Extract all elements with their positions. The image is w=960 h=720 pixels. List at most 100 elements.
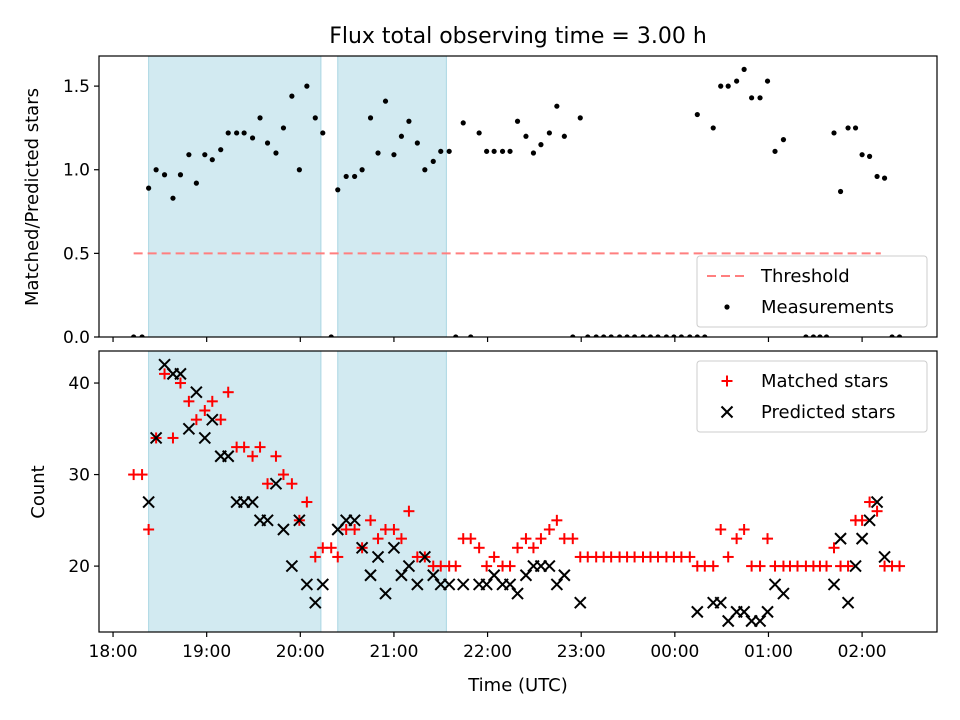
predicted-star-point-49-d2	[550, 578, 564, 591]
predicted-star-point-49	[550, 578, 564, 591]
plot-layer: 0.0 0.5 1.0 1.5 Threshold Measurements 20 30 40 1…	[63, 55, 938, 662]
matched-star-point-99	[894, 560, 906, 572]
matched-star-point-34	[395, 533, 407, 545]
predicted-star-point-43-d2	[503, 578, 517, 591]
measurement-point-20	[289, 93, 295, 99]
predicted-star-point-2-d2	[158, 358, 171, 371]
predicted-star-point-7-d2	[198, 431, 212, 445]
x-axis-label: Time (UTC)	[467, 675, 568, 696]
measurement-point-78	[734, 78, 740, 84]
measurement-point-44	[476, 130, 482, 136]
predicted-star-point-52	[691, 605, 704, 619]
predicted-star-point-45-d2	[519, 569, 533, 582]
measurement-point-43	[468, 334, 474, 337]
predicted-star-point-68-d2	[863, 514, 876, 527]
predicted-star-point-60	[761, 605, 774, 619]
predicted-star-point-67-d2	[855, 532, 869, 545]
measurement-point-31	[375, 150, 381, 156]
measurement-point-98	[896, 334, 903, 337]
predicted-star-point-26-d2	[355, 541, 369, 554]
predicted-star-point-57	[737, 605, 751, 619]
matched-star-point-28	[349, 523, 361, 535]
measurement-point-92	[852, 125, 859, 131]
measurement-point-71	[687, 334, 693, 337]
measurement-point-7	[186, 152, 192, 158]
matched-star-point-75	[715, 523, 727, 535]
predicted-star-point-29	[379, 587, 392, 600]
predicted-star-point-70	[878, 550, 891, 564]
predicted-star-point-13	[246, 495, 259, 509]
measurement-point-42	[460, 120, 466, 126]
ratio-legend-label-0: Threshold	[760, 266, 850, 287]
ratio-axes-frame	[98, 55, 938, 338]
predicted-star-point-50	[558, 569, 571, 582]
predicted-star-point-65	[841, 596, 855, 609]
predicted-star-point-7	[198, 431, 212, 445]
matched-star-point-45	[481, 560, 493, 572]
legend-predicted-key	[720, 405, 734, 419]
predicted-star-point-20-d2	[300, 578, 314, 591]
matched-star-point-95	[864, 496, 876, 508]
matched-star-point-10	[206, 395, 218, 407]
measurement-point-39	[438, 148, 444, 154]
predicted-star-point-66-d2	[849, 559, 862, 573]
measurement-point-85	[803, 334, 809, 337]
predicted-star-point-4	[174, 367, 187, 381]
matched-star-point-25	[325, 542, 337, 554]
matched-star-point-2	[143, 523, 155, 535]
predicted-star-point-48-d2	[543, 559, 556, 573]
predicted-star-point-37-d2	[442, 578, 456, 591]
measurement-point-26	[335, 187, 341, 193]
predicted-star-point-59-d2	[753, 614, 767, 628]
ratio-legend: Threshold Measurements	[696, 255, 928, 328]
measurement-point-95	[874, 173, 880, 180]
matched-star-point-19	[277, 469, 289, 481]
predicted-star-point-43	[503, 578, 517, 591]
predicted-star-point-44-d2	[511, 587, 524, 600]
measurement-point-34	[398, 133, 405, 139]
measurement-point-76	[718, 83, 724, 89]
measurement-point-33	[391, 152, 397, 158]
counts-y-tick-label-1: 30	[68, 466, 90, 486]
matched-star-point-9	[199, 404, 211, 416]
legend-measurement-key	[724, 304, 730, 310]
matched-star-point-51	[527, 542, 539, 554]
matched-star-point-80	[754, 560, 766, 572]
matched-star-point-71	[684, 551, 696, 563]
predicted-star-point-69-d2	[870, 495, 884, 509]
measurement-point-14	[241, 130, 247, 136]
predicted-star-point-21	[309, 596, 322, 609]
predicted-star-point-15	[261, 514, 274, 527]
counts-y-tick-label-2: 40	[68, 374, 90, 394]
ratio-legend-label-1: Measurements	[761, 297, 894, 318]
predicted-star-point-13-d2	[246, 495, 259, 509]
measurement-point-59	[593, 334, 599, 337]
predicted-star-point-10	[222, 450, 235, 463]
measurement-point-38	[430, 158, 436, 164]
predicted-star-point-57-d2	[737, 605, 751, 619]
predicted-star-point-64	[834, 532, 847, 545]
predicted-star-point-63	[827, 578, 841, 591]
predicted-star-point-70-d2	[878, 550, 891, 564]
measurement-point-50	[523, 133, 529, 139]
x-tick-label-4: 22:00	[463, 642, 512, 662]
measurement-point-69	[671, 334, 677, 337]
predicted-star-point-54-d2	[714, 596, 727, 609]
predicted-star-point-22-d2	[316, 578, 329, 591]
predicted-star-point-68	[863, 514, 876, 527]
measurement-point-73	[694, 111, 700, 118]
predicted-star-point-51	[574, 596, 587, 609]
predicted-star-point-6-d2	[190, 385, 203, 399]
predicted-star-point-0-d2	[142, 495, 155, 509]
counts-plot-area	[128, 351, 906, 632]
measurement-point-2	[146, 185, 152, 191]
measurement-point-56	[570, 334, 576, 337]
measurement-point-15	[249, 135, 256, 141]
predicted-star-point-19-d2	[293, 514, 306, 527]
x-tick-label-1: 19:00	[182, 642, 231, 662]
matched-star-point-53	[543, 523, 555, 535]
measurement-point-25	[328, 334, 334, 337]
matched-star-point-30	[365, 514, 377, 526]
matched-star-point-5	[167, 432, 179, 444]
matched-star-point-96	[871, 505, 883, 517]
